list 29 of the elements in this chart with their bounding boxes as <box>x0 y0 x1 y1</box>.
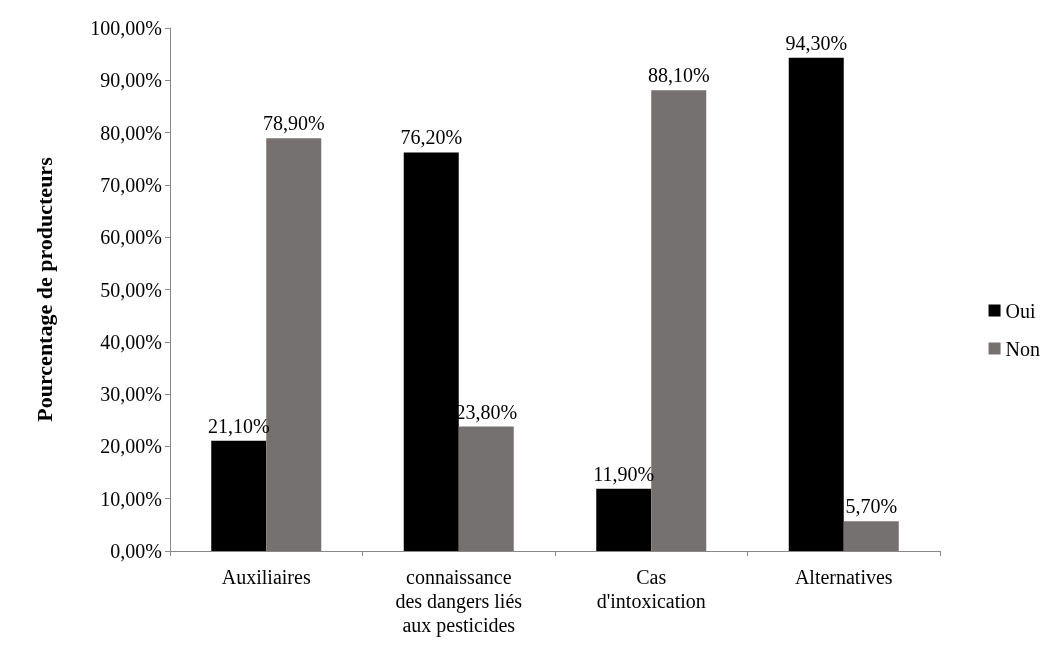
data-label: 5,70% <box>845 495 898 518</box>
x-tick-label: connaissance des dangers liés aux pesticides <box>395 566 523 637</box>
x-tick-label: Cas d'intoxication <box>596 566 706 612</box>
y-tick-label: 100,00% <box>90 17 162 39</box>
x-tick-label: Alternatives <box>794 566 893 588</box>
data-label: 76,20% <box>400 126 463 149</box>
bar <box>596 488 652 551</box>
y-tick-label: 90,00% <box>100 69 162 92</box>
legend-label: Oui <box>1005 299 1036 322</box>
x-tick-label: Auxiliaires <box>221 566 311 588</box>
y-tick-label: 30,00% <box>100 383 162 406</box>
data-label: 94,30% <box>785 31 848 54</box>
y-tick-label: 40,00% <box>100 330 162 353</box>
y-tick-label: 70,00% <box>100 173 162 196</box>
y-tick-label: 10,00% <box>100 487 162 510</box>
y-tick-label: 50,00% <box>100 278 162 301</box>
y-axis-title: Pourcentage de producteurs <box>31 156 57 422</box>
y-tick-label: 60,00% <box>100 226 162 249</box>
y-tick-label: 80,00% <box>100 121 162 144</box>
bar <box>458 426 514 551</box>
data-label: 78,90% <box>262 112 325 135</box>
y-tick-label: 20,00% <box>100 435 162 458</box>
data-label: 88,10% <box>647 64 710 87</box>
y-tick-label: 0,00% <box>110 540 162 562</box>
legend-label: Non <box>1005 337 1041 360</box>
bar <box>788 57 844 551</box>
bar <box>843 521 899 551</box>
bar <box>403 152 459 551</box>
bar <box>211 440 267 551</box>
